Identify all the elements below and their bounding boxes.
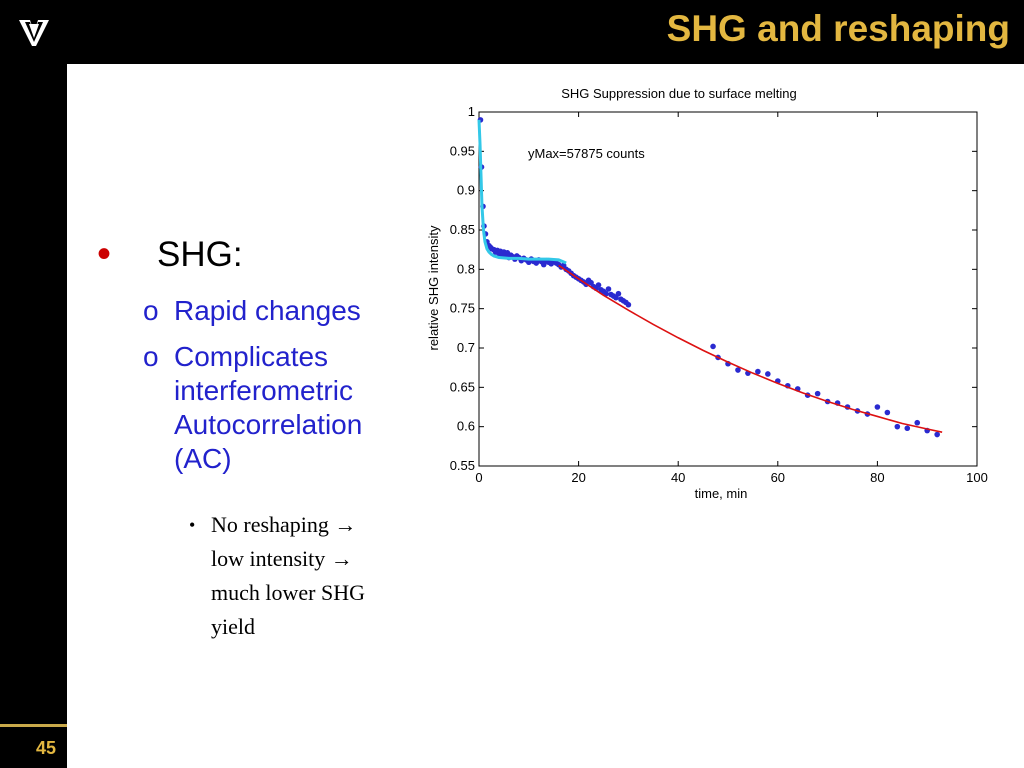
data-point [710, 343, 716, 350]
data-point [755, 368, 761, 375]
sub-bullet-line: (AC) [174, 443, 232, 474]
data-point [874, 404, 881, 410]
footer-divider [0, 724, 67, 727]
x-tick-label: 20 [571, 470, 585, 485]
data-point [595, 282, 602, 288]
data-point [605, 286, 612, 292]
sub-bullet-text: Rapid changes [174, 295, 361, 326]
data-point [934, 431, 940, 438]
left-sidebar [0, 64, 67, 768]
sub-bullet-complicates: o Complicates interferometric Autocorrel… [143, 340, 403, 480]
y-tick-label: 0.8 [457, 261, 475, 276]
title-bar: SHG and reshaping [0, 0, 1024, 64]
x-tick-label: 80 [870, 470, 884, 485]
plot-frame [478, 111, 978, 467]
x-tick-label: 60 [771, 470, 785, 485]
sub-sub-bullet-marker: • [189, 515, 196, 535]
y-tick-label: 0.85 [450, 222, 475, 237]
x-tick-label: 100 [966, 470, 988, 485]
data-point [615, 290, 622, 297]
x-tick-label: 40 [671, 470, 685, 485]
sub-bullet-line: Autocorrelation [174, 409, 363, 440]
y-tick-label: 0.6 [457, 419, 475, 434]
sub-bullet-marker: o [143, 295, 159, 326]
slide-content: • SHG: o Rapid changes o Complicates int… [67, 64, 1024, 768]
bullet-shg: • SHG: [97, 232, 427, 282]
data-point [914, 419, 921, 426]
y-tick-label: 0.65 [450, 379, 475, 394]
data-point [884, 409, 891, 416]
chart-y-axis-label: relative SHG intensity [426, 225, 441, 350]
y-tick-label: 0.7 [457, 340, 475, 355]
sub-bullet-line: Complicates [174, 341, 329, 372]
slide-number: 45 [35, 738, 56, 758]
sub-sub-bullet-line: No reshaping → [211, 512, 357, 537]
sub-bullet-line: interferometric [174, 375, 353, 406]
y-tick-label: 0.75 [450, 301, 475, 316]
y-tick-label: 0.9 [457, 183, 475, 198]
data-point [814, 390, 821, 397]
shg-suppression-chart: SHG Suppression due to surface melting y… [411, 82, 1011, 512]
data-point [904, 425, 911, 432]
sub-bullet-rapid-changes: o Rapid changes [143, 294, 403, 330]
y-tick-label: 0.55 [450, 458, 475, 473]
x-tick-label: 0 [475, 470, 482, 485]
data-point [894, 423, 901, 430]
sub-sub-bullet-line: much lower SHG [211, 580, 365, 605]
data-point [735, 367, 741, 373]
slide-title: SHG and reshaping [666, 8, 1010, 49]
data-point [765, 371, 771, 377]
vanderbilt-v-logo-icon [19, 20, 49, 46]
bullet-text: SHG: [157, 235, 243, 274]
chart-annotation: yMax=57875 counts [528, 146, 645, 161]
y-tick-label: 0.95 [450, 143, 475, 158]
chart-x-axis-label: time, min [695, 486, 748, 501]
series-line-2 [558, 264, 943, 433]
sub-bullet-marker: o [143, 341, 159, 372]
series-line-1 [477, 119, 567, 265]
sub-sub-bullet-line: low intensity → [211, 546, 353, 571]
data-point [625, 301, 632, 308]
sub-sub-bullet-line: yield [211, 614, 255, 639]
y-tick-label: 1 [468, 104, 475, 119]
chart-title: SHG Suppression due to surface melting [561, 86, 797, 101]
bullet-marker: • [97, 232, 112, 276]
